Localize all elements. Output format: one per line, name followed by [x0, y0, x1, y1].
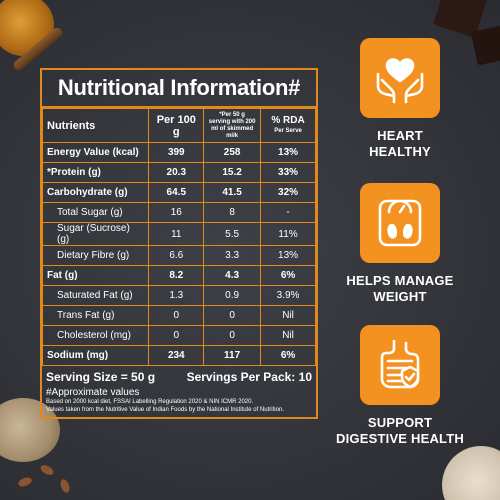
value-rda: 32% [260, 182, 316, 203]
value-per-50g: 117 [203, 345, 262, 366]
value-per-50g: 258 [203, 142, 262, 163]
value-per-100g: 234 [148, 345, 205, 366]
benefit-label-line1: SUPPORT [367, 415, 433, 430]
benefit-label: HEART HEALTHY [325, 128, 475, 160]
approximate-note: #Approximate values [46, 387, 140, 398]
value-per-50g: 5.5 [203, 222, 262, 246]
table-row: Saturated Fat (g) 1.3 0.9 3.9% [41, 285, 316, 306]
value-rda: 13% [260, 142, 316, 163]
table-header-row: Nutrients Per 100 g *Per 50 g serving wi… [41, 108, 316, 143]
powder-bowl-decoration [442, 446, 500, 500]
weighing-scale-icon [360, 183, 440, 263]
benefit-heart-healthy: HEART HEALTHY [325, 38, 475, 160]
table-row: Sugar (Sucrose) (g) 11 5.5 11% [41, 222, 316, 246]
nutrient-name: Fat (g) [41, 265, 150, 286]
table-row: *Protein (g) 20.3 15.2 33% [41, 162, 316, 183]
value-per-100g: 1.3 [148, 285, 205, 306]
serving-size: Serving Size = 50 g [46, 370, 156, 384]
value-per-50g: 41.5 [203, 182, 262, 203]
benefit-label-line2: WEIGHT [373, 289, 427, 304]
almond-decoration [38, 463, 56, 477]
source-note: Values taken from the Nutritive Value of… [46, 407, 284, 413]
table-row: Sodium (mg) 234 117 6% [41, 345, 316, 366]
header-rda: % RDA Per Serve [260, 108, 316, 143]
benefit-digestive-health: SUPPORT DIGESTIVE HEALTH [325, 325, 475, 447]
table-title: Nutritional Information# [42, 70, 316, 108]
oats-bowl-decoration [0, 398, 60, 462]
benefit-label-line1: HEART [377, 128, 423, 143]
value-per-100g: 0 [148, 305, 205, 326]
benefit-label-line2: HEALTHY [369, 144, 431, 159]
table-row: Cholesterol (mg) 0 0 Nil [41, 325, 316, 346]
value-per-50g: 0 [203, 325, 262, 346]
header-nutrients: Nutrients [41, 108, 150, 143]
value-rda: Nil [260, 325, 316, 346]
nutrient-name: Sugar (Sucrose) (g) [41, 222, 150, 246]
header-rda-label: % RDA [271, 114, 305, 126]
value-per-50g: 4.3 [203, 265, 262, 286]
header-rda-sub: Per Serve [274, 127, 302, 134]
value-per-50g: 8 [203, 202, 262, 223]
value-per-100g: 399 [148, 142, 205, 163]
benefit-label-line2: DIGESTIVE HEALTH [336, 431, 464, 446]
nutrient-name: Cholesterol (mg) [41, 325, 150, 346]
table-row: Total Sugar (g) 16 8 - [41, 202, 316, 223]
benefit-label-line1: HELPS MANAGE [346, 273, 454, 288]
value-per-50g: 0 [203, 305, 262, 326]
nutrient-name: Total Sugar (g) [41, 202, 150, 223]
table-row: Carbohydrate (g) 64.5 41.5 32% [41, 182, 316, 203]
header-per-50g: *Per 50 g serving with 200 ml of skimmed… [203, 108, 262, 143]
nutrition-table-card: Nutritional Information# Nutrients Per 1… [40, 68, 318, 419]
benefit-label: SUPPORT DIGESTIVE HEALTH [325, 415, 475, 447]
digestive-system-icon [360, 325, 440, 405]
table-row: Trans Fat (g) 0 0 Nil [41, 305, 316, 326]
table-row: Fat (g) 8.2 4.3 6% [41, 265, 316, 286]
benefit-manage-weight: HELPS MANAGE WEIGHT [325, 183, 475, 305]
value-rda: 11% [260, 222, 316, 246]
value-rda: 6% [260, 345, 316, 366]
chocolate-piece-decoration [470, 24, 500, 66]
value-per-50g: 3.3 [203, 245, 262, 266]
nutrient-name: *Protein (g) [41, 162, 150, 183]
almond-decoration [17, 475, 33, 489]
nutrient-name: Carbohydrate (g) [41, 182, 150, 203]
nutrient-name: Saturated Fat (g) [41, 285, 150, 306]
benefit-label: HELPS MANAGE WEIGHT [325, 273, 475, 305]
value-rda: - [260, 202, 316, 223]
table-row: Energy Value (kcal) 399 258 13% [41, 142, 316, 163]
table-row: Dietary Fibre (g) 6.6 3.3 13% [41, 245, 316, 266]
nutrient-name: Dietary Fibre (g) [41, 245, 150, 266]
value-per-100g: 8.2 [148, 265, 205, 286]
header-per-100g: Per 100 g [148, 108, 205, 143]
almond-decoration [58, 478, 72, 494]
value-per-100g: 20.3 [148, 162, 205, 183]
nutrient-name: Trans Fat (g) [41, 305, 150, 326]
value-per-50g: 15.2 [203, 162, 262, 183]
nutrient-name: Sodium (mg) [41, 345, 150, 366]
value-per-100g: 6.6 [148, 245, 205, 266]
table-footer: Serving Size = 50 g Servings Per Pack: 1… [42, 366, 316, 417]
nutrition-table: Nutrients Per 100 g *Per 50 g serving wi… [41, 108, 316, 366]
value-per-50g: 0.9 [203, 285, 262, 306]
value-rda: 6% [260, 265, 316, 286]
value-rda: 3.9% [260, 285, 316, 306]
serving-info: Serving Size = 50 g Servings Per Pack: 1… [46, 370, 312, 384]
nutrient-name: Energy Value (kcal) [41, 142, 150, 163]
value-rda: 13% [260, 245, 316, 266]
servings-per-pack: Servings Per Pack: 10 [186, 370, 312, 384]
value-per-100g: 64.5 [148, 182, 205, 203]
value-per-100g: 16 [148, 202, 205, 223]
heart-hands-icon [360, 38, 440, 118]
diet-basis-note: Based on 2000 kcal diet, FSSAI Labelling… [46, 399, 254, 405]
value-per-100g: 11 [148, 222, 205, 246]
value-per-100g: 0 [148, 325, 205, 346]
value-rda: Nil [260, 305, 316, 326]
value-rda: 33% [260, 162, 316, 183]
